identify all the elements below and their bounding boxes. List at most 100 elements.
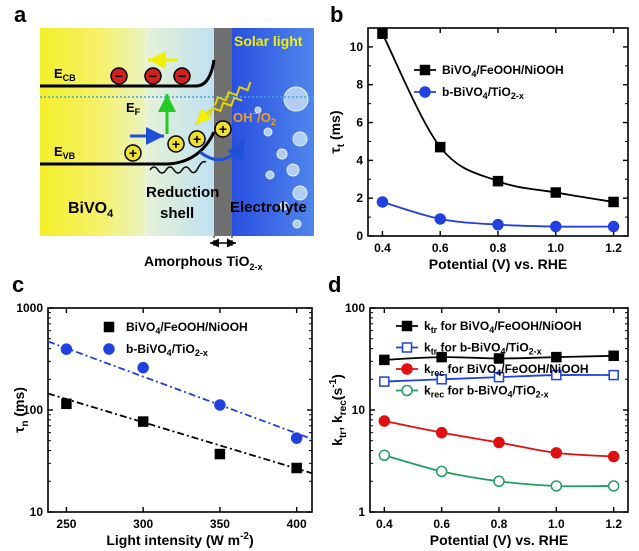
svg-text:+: + [219,121,227,137]
x-tick-label: 300 [133,517,153,531]
panel-label-d: d [328,272,341,297]
data-point [492,175,504,187]
ef-label: EF [126,100,141,117]
valence-band [40,131,216,166]
legend-label: ktr for BiVO4/FeOOH/NiOOH [424,319,582,335]
x-axis-label: Light intensity (W m-2) [106,531,253,548]
data-point [290,432,303,444]
data-point [436,374,447,385]
svg-text:+: + [172,136,180,152]
data-point [550,480,563,492]
x-tick-label: 1.0 [548,517,565,531]
x-tick-label: 400 [287,517,307,531]
data-point [608,369,619,381]
legend-marker [103,321,115,333]
y-tick-label: 100 [345,301,365,315]
solar-light-label: Solar light [234,33,303,49]
legend-marker [103,343,115,355]
y-tick-label: 1000 [16,301,43,315]
bivo4-region [40,28,146,236]
data-point [608,196,619,208]
legend-label: b-BiVO4/TiO2-x [442,85,524,101]
y-tick-label: 0 [356,229,363,243]
y-axis-label: τn (ms) [11,387,31,433]
x-tick-label: 0.6 [433,517,450,531]
y-tick-label: 8 [356,78,363,92]
x-tick-label: 1.2 [605,241,622,255]
x-tick-label: 1.2 [605,517,622,531]
x-axis-label: Potential (V) vs. RHE [430,532,568,548]
data-point [434,213,446,225]
data-point [377,28,388,39]
data-point [550,447,563,459]
data-point [376,196,389,208]
data-point [550,187,562,198]
chart-c: 250 300 350 400 10 100 1000 Light intensity (W … [11,301,313,548]
y-tick-label: 10 [350,40,364,54]
svg-text:+: + [193,131,201,147]
data-point [493,436,505,449]
x-tick-label: 0.4 [374,241,391,255]
data-point [436,351,447,363]
data-point [493,475,505,488]
data-point [378,449,391,462]
electrolyte-label: Electrolyte [230,199,307,216]
legend-label: BiVO4/FeOOH/NiOOH [442,63,564,79]
data-point [378,415,391,427]
data-point [137,416,149,427]
legend-marker [401,342,413,353]
y-axis-label: ktr, krec(s-1) [328,374,349,446]
data-point [608,350,619,362]
data-point [607,480,620,492]
data-point [435,465,448,478]
y-tick-label: 10 [352,403,366,417]
oh-o2-label: OH−/O2 [233,109,276,127]
data-point [61,398,72,410]
y-tick-label: 6 [356,116,363,130]
x-tick-label: 0.8 [490,241,507,255]
legend-marker [401,320,413,332]
svg-text:−: − [149,68,157,84]
holes: + + + + [124,120,232,162]
data-point [493,353,505,364]
data-point [60,343,73,355]
plot-frame [47,307,313,513]
y-tick-label: 1 [358,505,365,519]
conduction-band [40,59,216,88]
bubbles [254,86,309,229]
legend-label: BiVO4/FeOOH/NiOOH [126,320,248,336]
panel-label-b: b [330,2,343,27]
svg-text:−: − [178,68,186,84]
chart-d: 0.4 0.6 0.8 1.0 1.2 1 10 100 Potential (V) vs. R… [328,301,629,548]
x-tick-label: 0.8 [491,517,508,531]
data-point [379,354,390,366]
data-point [492,218,504,231]
panel-label-a: a [14,2,27,27]
y-tick-label: 4 [356,153,363,167]
amorphous-tio2-label: Amorphous TiO2-x [144,253,263,272]
panel-label-c: c [12,272,24,297]
y-tick-label: 100 [23,403,43,417]
data-point [435,426,448,439]
legend-label: b-BiVO4/TiO2-x [126,342,208,358]
x-tick-label: 0.6 [432,241,449,255]
x-tick-label: 1.0 [547,241,564,255]
bivo4-label: BiVO4 [68,200,114,220]
legend-marker [401,363,413,375]
ecb-label: ECB [54,66,76,83]
legend-label: ktr for b-BiVO4/TiO2-x [424,341,542,357]
x-tick-label: 350 [210,517,230,531]
band-diagram: ECB EF EVB − − − + + + + [40,28,314,272]
electrons: − − − [110,67,191,85]
y-axis-label: τt (ms) [327,110,347,153]
chart-b: 0.4 0.6 0.8 1.0 1.2 0 2 4 6 8 10 Potential (V) vs. … [327,27,629,272]
fit-line [47,340,313,440]
data-point [434,141,446,153]
data-point [137,361,149,374]
data-point [550,220,562,233]
data-point [551,369,562,381]
legend-marker [419,86,431,98]
data-point [607,450,620,463]
data-point [214,399,226,411]
